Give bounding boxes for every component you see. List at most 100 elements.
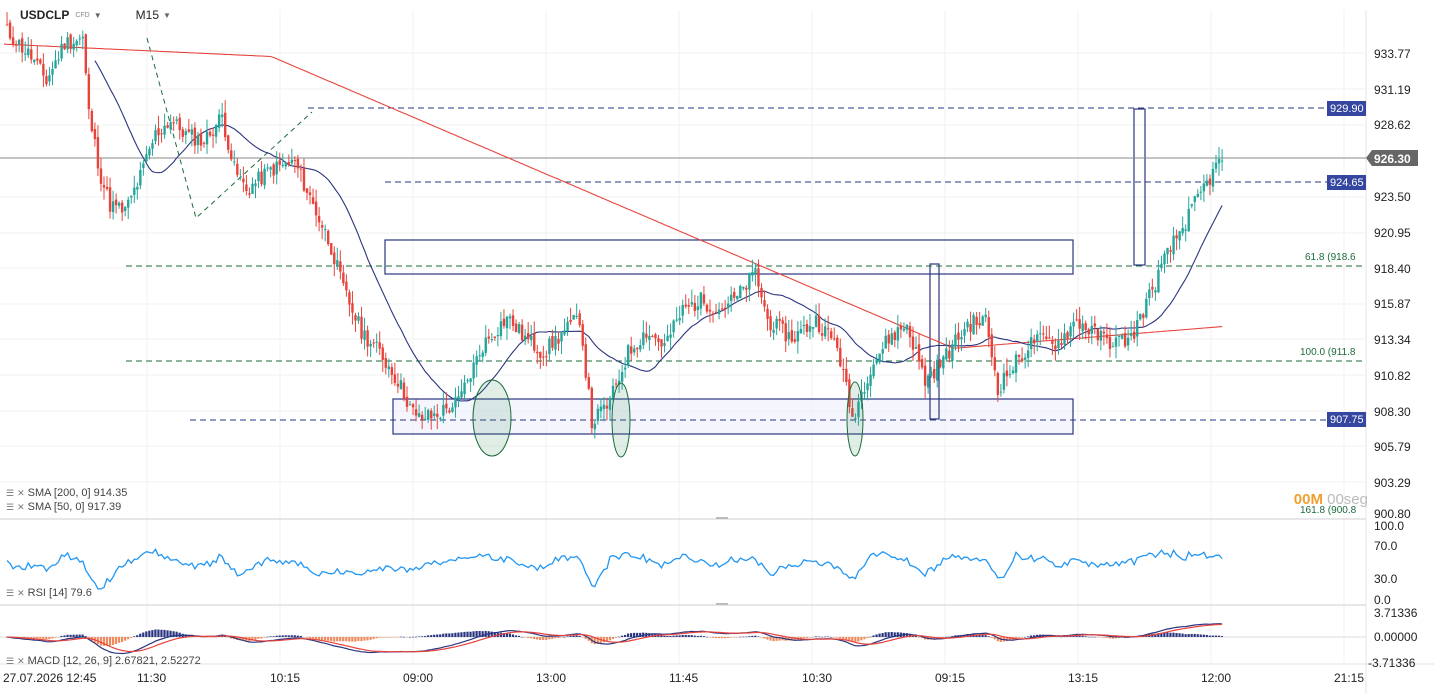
- candle[interactable]: [14, 44, 18, 46]
- candle[interactable]: [145, 154, 148, 162]
- candle[interactable]: [342, 272, 345, 284]
- candle[interactable]: [48, 75, 51, 82]
- candle[interactable]: [866, 383, 869, 391]
- candle[interactable]: [223, 112, 227, 138]
- candle[interactable]: [696, 306, 700, 311]
- candle[interactable]: [836, 337, 839, 348]
- candle[interactable]: [842, 369, 845, 371]
- candle[interactable]: [93, 129, 97, 140]
- candle[interactable]: [972, 315, 975, 335]
- candle[interactable]: [557, 338, 560, 344]
- candle[interactable]: [1072, 321, 1075, 327]
- candle[interactable]: [702, 294, 706, 304]
- candle[interactable]: [1011, 370, 1015, 374]
- candle[interactable]: [436, 413, 439, 417]
- candle[interactable]: [299, 168, 303, 170]
- candle[interactable]: [39, 59, 42, 64]
- candle[interactable]: [948, 350, 951, 359]
- candle[interactable]: [954, 334, 957, 347]
- candle[interactable]: [220, 114, 224, 118]
- candle[interactable]: [1205, 180, 1209, 186]
- candle[interactable]: [611, 385, 615, 399]
- candle[interactable]: [920, 359, 924, 368]
- candle[interactable]: [514, 323, 518, 333]
- candle[interactable]: [263, 168, 266, 186]
- candle[interactable]: [96, 137, 100, 169]
- candle[interactable]: [666, 335, 669, 342]
- candle[interactable]: [1105, 334, 1109, 338]
- candle[interactable]: [1039, 333, 1042, 335]
- candle[interactable]: [887, 334, 890, 344]
- candle[interactable]: [511, 315, 515, 326]
- candle[interactable]: [542, 356, 545, 358]
- candle[interactable]: [678, 317, 681, 321]
- candle[interactable]: [1145, 298, 1148, 318]
- candle[interactable]: [605, 405, 609, 409]
- candle[interactable]: [181, 129, 184, 137]
- candle[interactable]: [651, 336, 654, 338]
- candle[interactable]: [742, 286, 745, 289]
- support-touch-ellipse-2[interactable]: [611, 382, 631, 458]
- candle[interactable]: [187, 129, 191, 132]
- candle[interactable]: [1075, 319, 1078, 321]
- candle[interactable]: [626, 345, 630, 366]
- candle[interactable]: [811, 326, 815, 329]
- candle[interactable]: [24, 53, 27, 55]
- candle[interactable]: [78, 38, 81, 40]
- candle[interactable]: [614, 383, 618, 385]
- candle[interactable]: [5, 24, 9, 26]
- candle[interactable]: [20, 38, 24, 53]
- drag-handle-icon[interactable]: ☰: [6, 487, 15, 498]
- drag-handle-icon[interactable]: ☰: [6, 587, 15, 598]
- candle[interactable]: [1026, 350, 1030, 358]
- candle[interactable]: [793, 339, 797, 342]
- candle[interactable]: [408, 404, 412, 406]
- candle[interactable]: [723, 307, 727, 310]
- candle[interactable]: [481, 352, 484, 357]
- candle[interactable]: [851, 408, 854, 417]
- candle[interactable]: [490, 339, 494, 341]
- candle[interactable]: [760, 287, 763, 298]
- candle[interactable]: [1190, 204, 1193, 207]
- candle[interactable]: [763, 300, 766, 307]
- candle[interactable]: [1084, 323, 1087, 330]
- candle[interactable]: [387, 366, 391, 370]
- candle[interactable]: [427, 410, 430, 420]
- candle[interactable]: [336, 260, 339, 266]
- candle[interactable]: [248, 193, 251, 195]
- macd-signal-line[interactable]: [6, 623, 1223, 653]
- candle[interactable]: [293, 160, 297, 162]
- candle[interactable]: [399, 380, 403, 390]
- candle[interactable]: [430, 410, 433, 419]
- candle[interactable]: [111, 201, 115, 213]
- candle[interactable]: [620, 372, 624, 382]
- candle[interactable]: [33, 59, 36, 62]
- candle[interactable]: [745, 287, 748, 290]
- support-zone-box[interactable]: [392, 398, 1074, 435]
- candle[interactable]: [166, 125, 169, 128]
- candle[interactable]: [1132, 331, 1136, 339]
- candle[interactable]: [693, 302, 697, 311]
- candle[interactable]: [381, 347, 384, 360]
- candle[interactable]: [684, 304, 687, 307]
- rsi-pane-handle[interactable]: [716, 517, 728, 519]
- candle[interactable]: [933, 368, 936, 379]
- candle[interactable]: [854, 418, 857, 420]
- candle[interactable]: [130, 195, 133, 198]
- candle[interactable]: [393, 374, 397, 383]
- candle[interactable]: [405, 396, 409, 407]
- candle[interactable]: [1090, 326, 1093, 334]
- candle[interactable]: [57, 59, 60, 61]
- candle[interactable]: [1181, 227, 1184, 234]
- candle[interactable]: [148, 148, 151, 156]
- candle[interactable]: [714, 311, 718, 313]
- candle[interactable]: [545, 356, 548, 358]
- candle[interactable]: [487, 336, 490, 339]
- candle[interactable]: [327, 230, 330, 245]
- candle[interactable]: [205, 131, 209, 145]
- candle[interactable]: [211, 134, 215, 136]
- candle[interactable]: [1111, 346, 1115, 348]
- candle[interactable]: [1196, 193, 1200, 197]
- candle[interactable]: [1054, 345, 1057, 350]
- candle[interactable]: [27, 48, 30, 56]
